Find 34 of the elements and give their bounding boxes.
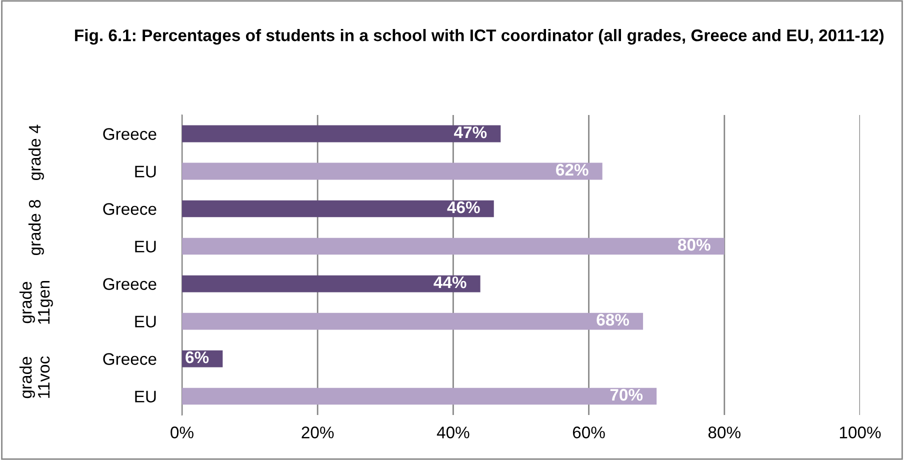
x-tick-label: 40% [436, 426, 470, 438]
data-label: 80% [678, 238, 710, 251]
y-tick-label: Greece [103, 278, 156, 290]
x-tick-label: 60% [572, 426, 605, 438]
data-label: 62% [556, 164, 588, 176]
bar [182, 238, 724, 255]
y-tick-label: Greece [103, 128, 156, 140]
data-label: 6% [186, 351, 209, 364]
bar [182, 388, 657, 405]
y-tick-label: EU [135, 316, 156, 328]
y-tick-label: EU [135, 166, 156, 178]
y-tick-label: Greece [103, 353, 156, 365]
text: grade 4 [28, 124, 44, 180]
y-tick-label: Greece [103, 203, 156, 215]
bar [182, 312, 644, 330]
bar [182, 125, 501, 142]
x-tick-label: 0% [170, 426, 194, 438]
data-label: 46% [447, 201, 480, 214]
text: grade 11gen [19, 281, 53, 324]
data-label: 68% [596, 314, 630, 326]
data-label: 47% [454, 126, 487, 138]
chart-title: Fig. 6.1: Percentages of students in a school with ICT coordinator (all grades, Greece and EU, 2011-12) [75, 28, 884, 45]
text: grade 8 [28, 200, 44, 256]
data-label: 70% [610, 388, 643, 401]
x-tick-label: 20% [302, 426, 334, 438]
y-tick-label: EU [135, 390, 156, 402]
text: grade 11voc [19, 356, 50, 398]
x-tick-label: 100% [840, 426, 881, 438]
x-tick-label: 80% [708, 426, 740, 438]
data-label: 44% [434, 276, 466, 288]
y-tick-label: EU [135, 240, 156, 252]
bar [182, 275, 480, 292]
bar [182, 200, 494, 218]
bar [182, 162, 602, 180]
